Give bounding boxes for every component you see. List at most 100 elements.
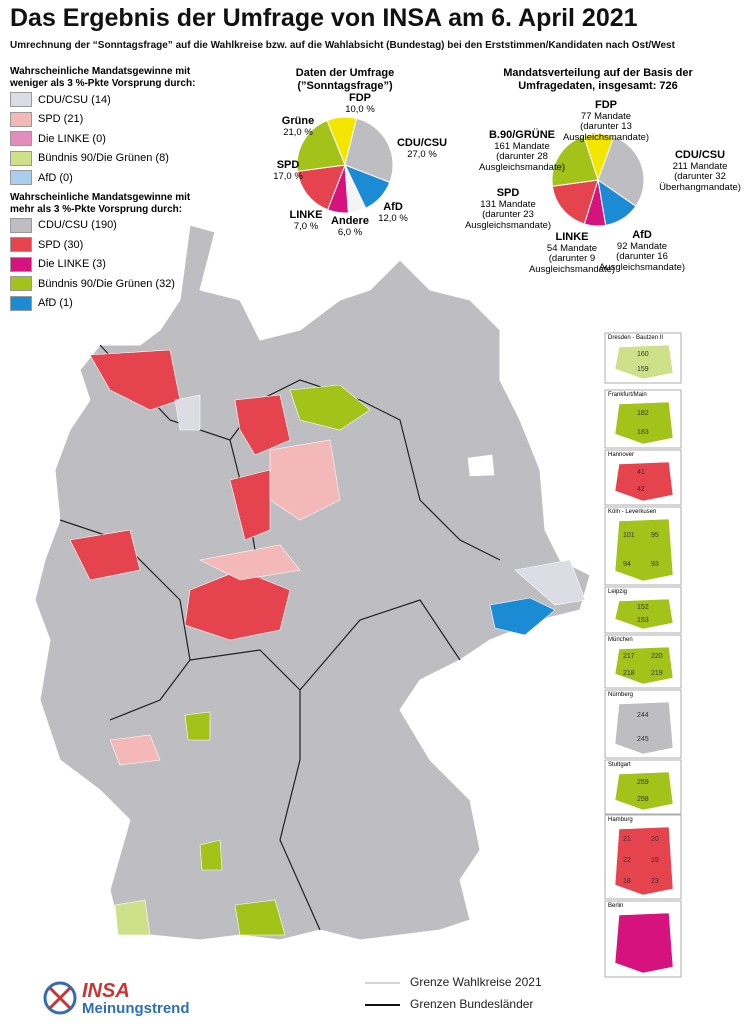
- pie-title: Daten der Umfrage (”Sonntagsfrage”): [270, 67, 420, 93]
- pie-label-value: 10,0 %: [345, 103, 375, 115]
- pie-label: FDP 10,0 %: [315, 93, 405, 115]
- inset-title: München: [608, 637, 633, 643]
- inset-district-label: 183: [637, 428, 649, 436]
- inset-map: [614, 344, 674, 380]
- inset-map: [614, 646, 674, 685]
- inset-title: Hannover: [608, 452, 635, 458]
- legend-item: Die LINKE (3): [10, 256, 106, 272]
- pie-label-name: FDP: [349, 92, 371, 104]
- legend-swatch: [10, 237, 32, 252]
- inset-district-label: 152: [637, 603, 649, 611]
- inset-district-label: 220: [651, 653, 663, 661]
- inset-map: [614, 518, 674, 582]
- inset-district-label: 217: [623, 653, 635, 661]
- pie-label-value: 12,0 %: [378, 212, 408, 224]
- legend-label: CDU/CSU (14): [38, 93, 111, 106]
- legend-swatch: [10, 92, 32, 107]
- inset-title: Köln - Leverkusen: [608, 509, 657, 515]
- insets: [604, 332, 682, 978]
- inset-map: [614, 701, 674, 755]
- pie-title: Mandatsverteilung auf der Basis der Umfr…: [503, 67, 693, 92]
- subtitle: Umrechnung der “Sonntagsfrage” auf die W…: [10, 40, 675, 51]
- pie-label: LINKE 7,0 %: [261, 210, 351, 232]
- legend-swatch: [10, 131, 32, 146]
- legend-item: Bündnis 90/Die Grünen (32): [10, 276, 175, 291]
- legend-swatch: [10, 295, 32, 311]
- pie-label-name: SPD: [496, 187, 520, 199]
- pie-label-value: 161 Mandate: [494, 140, 550, 152]
- inset-district-label: 245: [637, 736, 649, 743]
- pie-label-name: B.90/GRÜNE: [488, 129, 556, 141]
- pie-slice: [296, 119, 346, 172]
- pie-label-value: 54 Mandate: [546, 242, 598, 254]
- inset-district-label: 18: [623, 878, 631, 886]
- inset-district-label: 22: [623, 857, 631, 864]
- pie-slice: [551, 135, 599, 187]
- legend-label: Die LINKE (0): [38, 132, 106, 145]
- legend-swatch: [10, 150, 32, 166]
- pie-slice: [296, 164, 346, 211]
- inset-district-label: 19: [651, 857, 659, 864]
- inset-district-label: 218: [623, 669, 635, 677]
- inset-title: Dresden - Bautzen II: [608, 335, 664, 341]
- pie-label-name: FDP: [595, 99, 617, 111]
- legend-label: Bündnis 90/Die Grünen (32): [38, 277, 175, 290]
- pie-label-value: 17,0 %: [273, 170, 303, 182]
- pie-label: Andere 6,0 %: [305, 216, 395, 238]
- inset-map: [614, 912, 674, 974]
- pie-label-value: 7,0 %: [293, 220, 319, 232]
- pie-label-name: SPD: [276, 159, 300, 171]
- pie-label-note: (darunter 9 Ausgleichsmandate): [528, 253, 616, 275]
- inset-map: [614, 598, 674, 630]
- pie-label: B.90/GRÜNE 161 Mandate (darunter 28 Ausgle…: [477, 130, 567, 173]
- legend-item: SPD (30): [10, 237, 83, 252]
- inset-district-label: 95: [651, 531, 659, 539]
- logo-tagline: Meinungstrend: [82, 1000, 190, 1017]
- legend-item: CDU/CSU (14): [10, 92, 111, 107]
- inset-district-label: 94: [623, 560, 631, 568]
- inset-map: [614, 461, 674, 502]
- inset-map: [614, 401, 674, 445]
- pie-slice: [551, 179, 599, 225]
- logo-mark: [43, 981, 77, 1015]
- pie-label-note: (darunter 16 Ausgleichsmandate): [598, 251, 686, 273]
- pie-label: AfD 12,0 %: [348, 202, 438, 224]
- inset-title: Hamburg: [608, 817, 633, 823]
- inset-title: Nürnberg: [608, 692, 634, 698]
- pie-label-note: (darunter 13 Ausgleichsmandate): [562, 121, 650, 143]
- legend-swatch: [10, 170, 32, 185]
- pie-charts: [296, 116, 645, 227]
- pie-slice: [344, 117, 394, 184]
- pie-label-value: 27,0 %: [407, 148, 437, 160]
- pie-label: CDU/CSU 27,0 %: [377, 138, 467, 160]
- legend-label: AfD (1): [38, 297, 73, 309]
- map-regions: [69, 349, 586, 936]
- pie-label-value: 211 Mandate: [672, 160, 728, 172]
- inset-district-label: 182: [637, 409, 649, 417]
- inset-title: Berlin: [608, 903, 624, 909]
- pie-label-name: AfD: [632, 229, 652, 241]
- inset-district-label: 159: [637, 365, 649, 373]
- inset-district-label: 21: [623, 835, 631, 843]
- inset-district-label: 244: [637, 712, 649, 719]
- legend-swatch: [10, 217, 32, 233]
- inset-district-label: 259: [637, 778, 649, 786]
- pie-label-note: (darunter 28 Ausgleichsmandate): [478, 151, 566, 173]
- pie-label-name: Grüne: [281, 115, 315, 127]
- legend-item: AfD (1): [10, 295, 73, 311]
- legend-item: Die LINKE (0): [10, 131, 106, 146]
- pie-slice: [597, 136, 645, 207]
- legend-label: Bündnis 90/Die Grünen (8): [38, 152, 169, 164]
- legend-swatch: [10, 111, 32, 127]
- pie-subtitle: (”Sonntagsfrage”): [297, 80, 393, 92]
- pie-label: CDU/CSU 211 Mandate (darunter 32 Überhangm…: [655, 150, 745, 193]
- inset-district-label: 93: [651, 560, 659, 568]
- pie-label: SPD 17,0 %: [243, 160, 333, 182]
- legend-swatch: [10, 256, 32, 272]
- germany-map: [34, 224, 591, 941]
- pie-label: LINKE 54 Mandate (darunter 9 Ausgleichsman…: [527, 232, 617, 275]
- pie-label-value: 92 Mandate: [616, 240, 668, 252]
- legend-heading: Wahrscheinliche Mandatsgewinne mit wenig…: [10, 66, 196, 89]
